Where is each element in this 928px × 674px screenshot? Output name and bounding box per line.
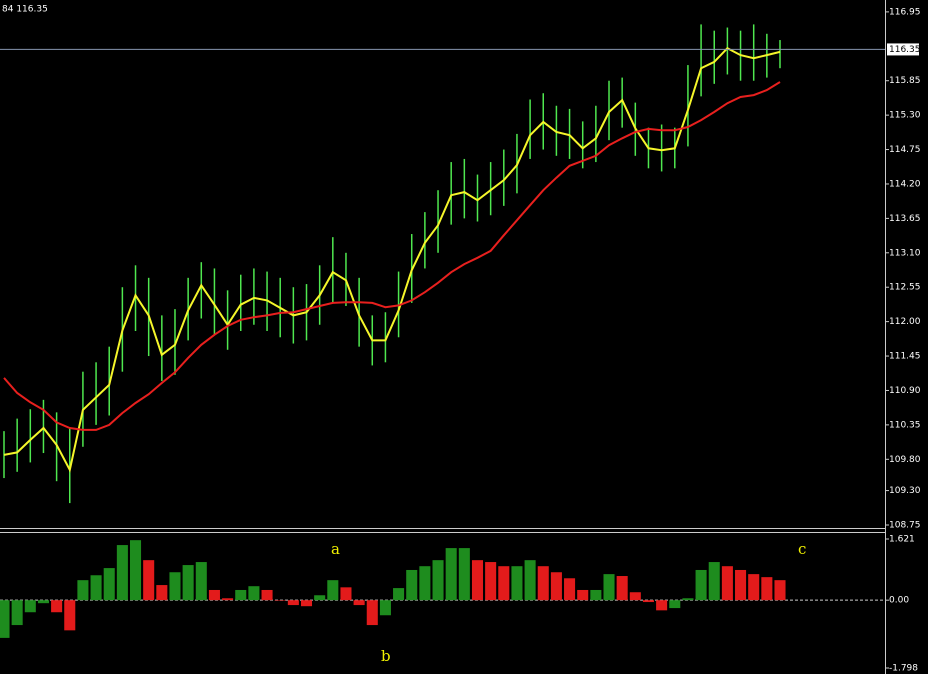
histogram-bar xyxy=(669,600,681,609)
histogram-bar xyxy=(708,562,720,601)
histogram-bar xyxy=(130,540,142,601)
histogram-bar xyxy=(498,566,510,601)
histogram-bar xyxy=(248,586,260,601)
y-tick-label: 113.65 xyxy=(889,214,921,224)
histogram-bar xyxy=(222,598,234,601)
histogram-bar xyxy=(195,562,207,601)
histogram-bar xyxy=(748,574,760,601)
moving-average xyxy=(3,81,781,431)
y-tick-label: 109.30 xyxy=(889,486,921,496)
histogram-bar xyxy=(761,577,773,601)
annotation: c xyxy=(798,540,806,558)
last-price-label: 116.35 xyxy=(889,45,921,55)
histogram-bar xyxy=(471,560,484,601)
histogram-bar xyxy=(458,548,470,601)
histogram-bar xyxy=(340,587,352,601)
histogram-bar xyxy=(485,562,497,601)
y-tick-label: 110.90 xyxy=(889,386,921,396)
y-tick-label: 114.20 xyxy=(889,179,921,189)
histogram-bar xyxy=(0,600,10,638)
histogram-bar xyxy=(37,600,49,604)
histogram-bar xyxy=(314,595,326,601)
y-tick-label: 115.30 xyxy=(889,111,921,121)
histogram-bar xyxy=(103,568,115,601)
histogram-bar xyxy=(24,600,36,613)
y-tick-label: 116.95 xyxy=(889,7,921,17)
histogram-bar xyxy=(564,578,576,601)
histogram-bar xyxy=(379,600,391,616)
histogram-bar xyxy=(64,600,76,631)
y-tick-label: 1.621 xyxy=(889,534,915,544)
histogram-bar xyxy=(116,545,128,601)
histogram-bar xyxy=(735,569,747,601)
histogram-bar xyxy=(208,589,220,601)
annotation: a xyxy=(331,540,340,558)
histogram-bar xyxy=(261,589,273,601)
histogram-bar xyxy=(537,566,549,601)
last-price-box xyxy=(887,43,919,56)
y-tick-label: 115.85 xyxy=(889,76,921,86)
histogram-bar xyxy=(603,574,615,601)
histogram-bar xyxy=(629,592,641,601)
histogram-bar xyxy=(51,600,63,613)
histogram-bar xyxy=(721,566,733,601)
histogram-bar xyxy=(695,569,707,601)
y-tick-label: 111.45 xyxy=(889,352,921,362)
header-text: 84 116.35 xyxy=(2,5,48,15)
y-tick-label: 108.75 xyxy=(889,520,921,530)
histogram-bar xyxy=(511,566,523,601)
histogram-bar xyxy=(156,585,168,601)
histogram-bar xyxy=(590,589,602,601)
y-tick-label: 0.00 xyxy=(889,596,909,606)
histogram-bar xyxy=(11,600,23,626)
histogram-bar xyxy=(366,600,378,626)
y-tick-label: 110.35 xyxy=(889,420,921,430)
histogram-bar xyxy=(287,600,299,606)
histogram-bar xyxy=(300,600,313,607)
y-tick-label: 109.80 xyxy=(889,455,921,465)
histogram-bar xyxy=(524,560,536,601)
annotation: b xyxy=(381,647,391,665)
y-tick-label: 113.10 xyxy=(889,248,921,258)
histogram-bar xyxy=(169,572,181,601)
histogram-bar xyxy=(274,600,286,601)
y-tick-label: 114.75 xyxy=(889,145,921,155)
histogram-bar xyxy=(682,598,694,601)
histogram-bar xyxy=(406,569,418,601)
histogram-bar xyxy=(642,600,654,603)
histogram-bar xyxy=(90,575,102,601)
histogram-bar xyxy=(656,600,668,611)
histogram-bar xyxy=(550,572,562,601)
histogram-bar xyxy=(77,580,89,601)
histogram-bar xyxy=(235,589,247,601)
histogram-bar xyxy=(774,580,786,601)
histogram-bar xyxy=(577,589,589,601)
histogram-bar xyxy=(432,560,444,601)
histogram-bar xyxy=(353,600,365,606)
y-tick-label: 112.00 xyxy=(889,317,921,327)
histogram-bar xyxy=(616,576,628,601)
histogram-bar xyxy=(393,588,405,601)
y-tick-label: 112.55 xyxy=(889,283,921,293)
moving-average xyxy=(3,46,781,473)
histogram-bar xyxy=(182,565,194,601)
histogram-bar xyxy=(327,580,339,601)
histogram-bar xyxy=(143,560,155,601)
y-tick-label: -1.798 xyxy=(889,664,918,674)
histogram-bar xyxy=(419,566,431,601)
histogram-bar xyxy=(445,548,457,601)
